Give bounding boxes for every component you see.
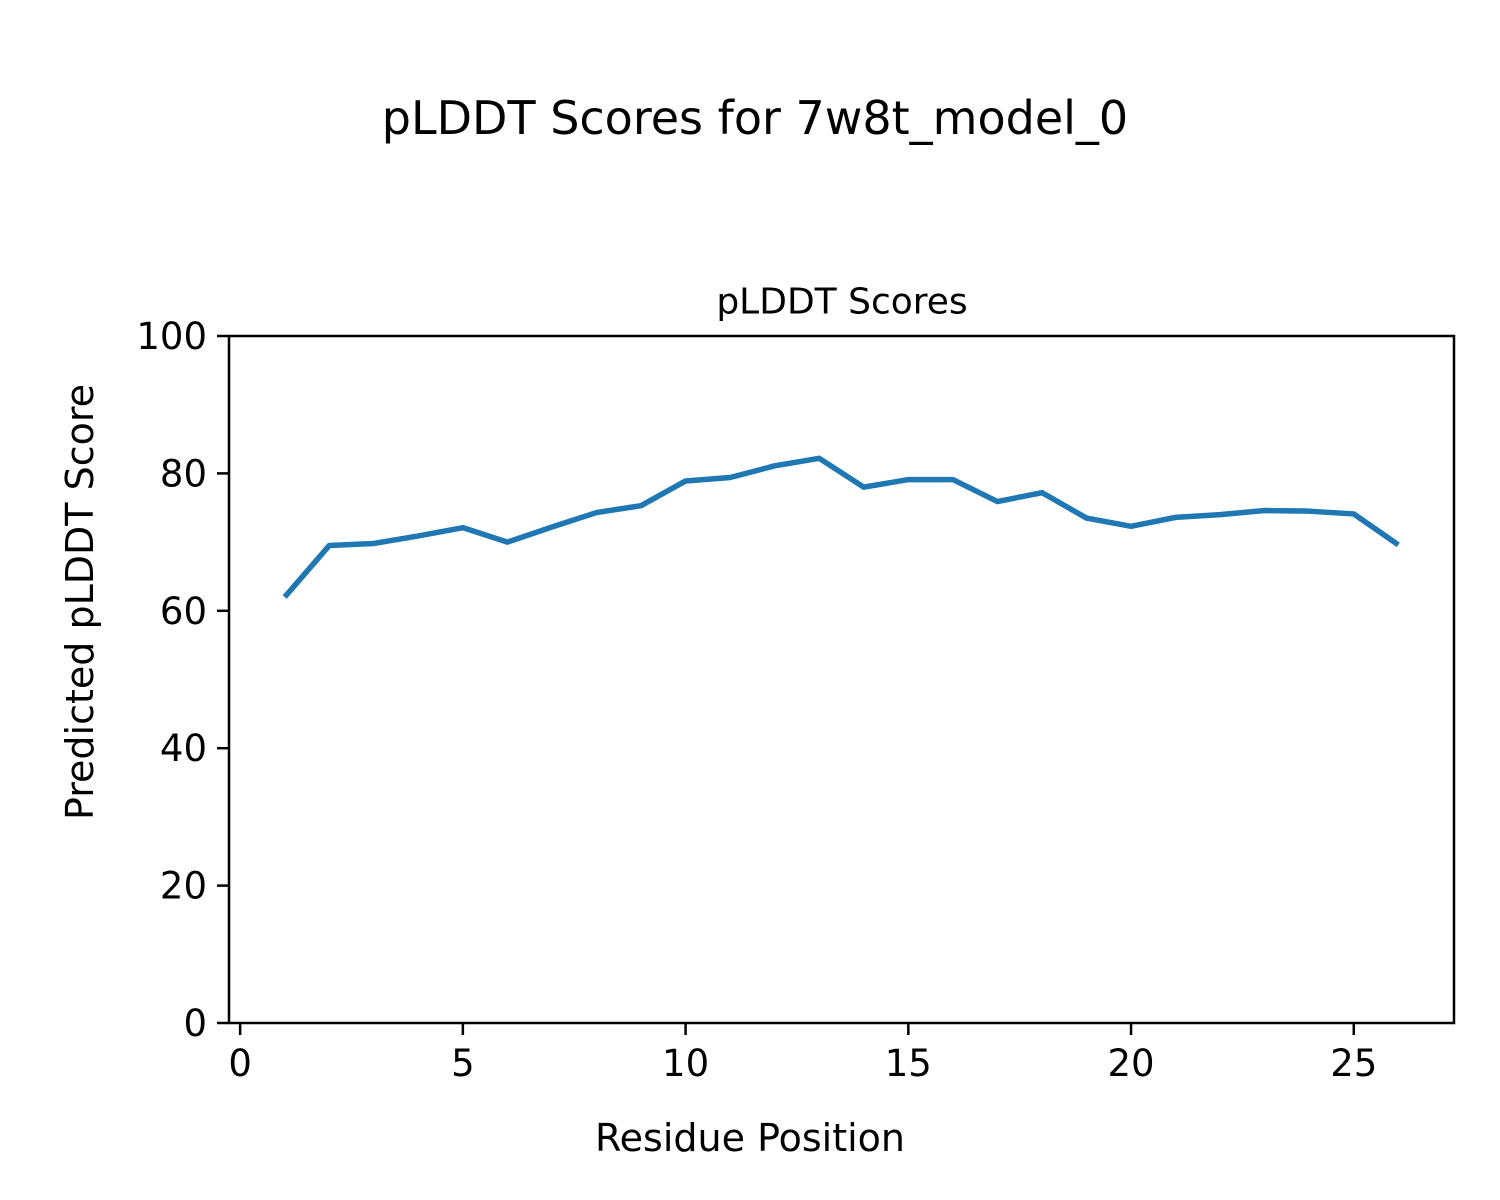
plddt-line [282, 455, 1400, 599]
axes-title: pLDDT Scores [716, 281, 968, 323]
figure-suptitle: pLDDT Scores for 7w8t_model_0 [381, 91, 1129, 145]
y-tick-label: 40 [160, 727, 207, 770]
y-tick-label: 20 [160, 865, 207, 908]
y-tick-label: 80 [160, 452, 207, 495]
x-tick-label: 5 [451, 1042, 475, 1085]
x-tick-label: 25 [1330, 1042, 1377, 1085]
y-tick-label: 0 [183, 1002, 207, 1045]
y-tick-label: 100 [136, 315, 207, 358]
x-tick-label: 0 [228, 1042, 252, 1085]
x-tick-label: 20 [1107, 1042, 1154, 1085]
x-tick-label: 10 [662, 1042, 709, 1085]
y-tick-label: 60 [160, 590, 207, 633]
x-tick-label: 15 [885, 1042, 932, 1085]
x-axis-label: Residue Position [594, 1116, 906, 1160]
plot-border [227, 334, 1456, 1025]
